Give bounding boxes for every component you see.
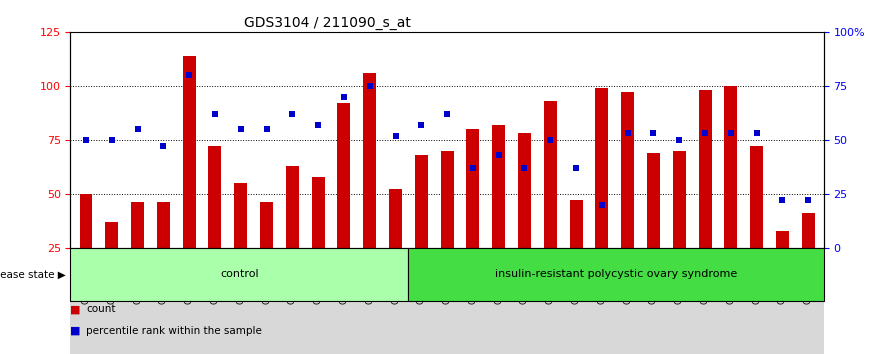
Bar (363, 73, 376, 302)
Bar (260, 202, 273, 302)
Bar (647, 153, 660, 302)
Bar (621, 92, 634, 302)
Bar (570, 200, 582, 302)
Bar (106, 222, 118, 302)
Text: ■: ■ (70, 304, 81, 314)
Bar (312, 177, 324, 302)
Bar (209, 146, 221, 302)
Bar (544, 101, 557, 302)
Bar (131, 202, 144, 302)
Bar (408, 248, 824, 301)
Bar (751, 146, 763, 302)
Bar (673, 150, 685, 302)
Bar (699, 90, 712, 302)
Text: count: count (86, 304, 115, 314)
Bar (724, 86, 737, 302)
Bar (234, 183, 248, 302)
Bar (492, 125, 505, 302)
Bar (415, 155, 428, 302)
Text: disease state ▶: disease state ▶ (0, 269, 66, 279)
Bar (70, 248, 824, 354)
Bar (182, 56, 196, 302)
Bar (466, 129, 479, 302)
Bar (70, 248, 408, 301)
Bar (518, 133, 531, 302)
Bar (337, 103, 351, 302)
Bar (79, 194, 93, 302)
Bar (440, 150, 454, 302)
Bar (802, 213, 815, 302)
Text: ■: ■ (70, 326, 81, 336)
Text: GDS3104 / 211090_s_at: GDS3104 / 211090_s_at (244, 16, 411, 30)
Bar (157, 202, 170, 302)
Text: insulin-resistant polycystic ovary syndrome: insulin-resistant polycystic ovary syndr… (495, 269, 737, 279)
Bar (596, 88, 609, 302)
Bar (285, 166, 299, 302)
Bar (389, 189, 402, 302)
Bar (776, 230, 788, 302)
Text: percentile rank within the sample: percentile rank within the sample (86, 326, 263, 336)
Text: control: control (220, 269, 259, 279)
